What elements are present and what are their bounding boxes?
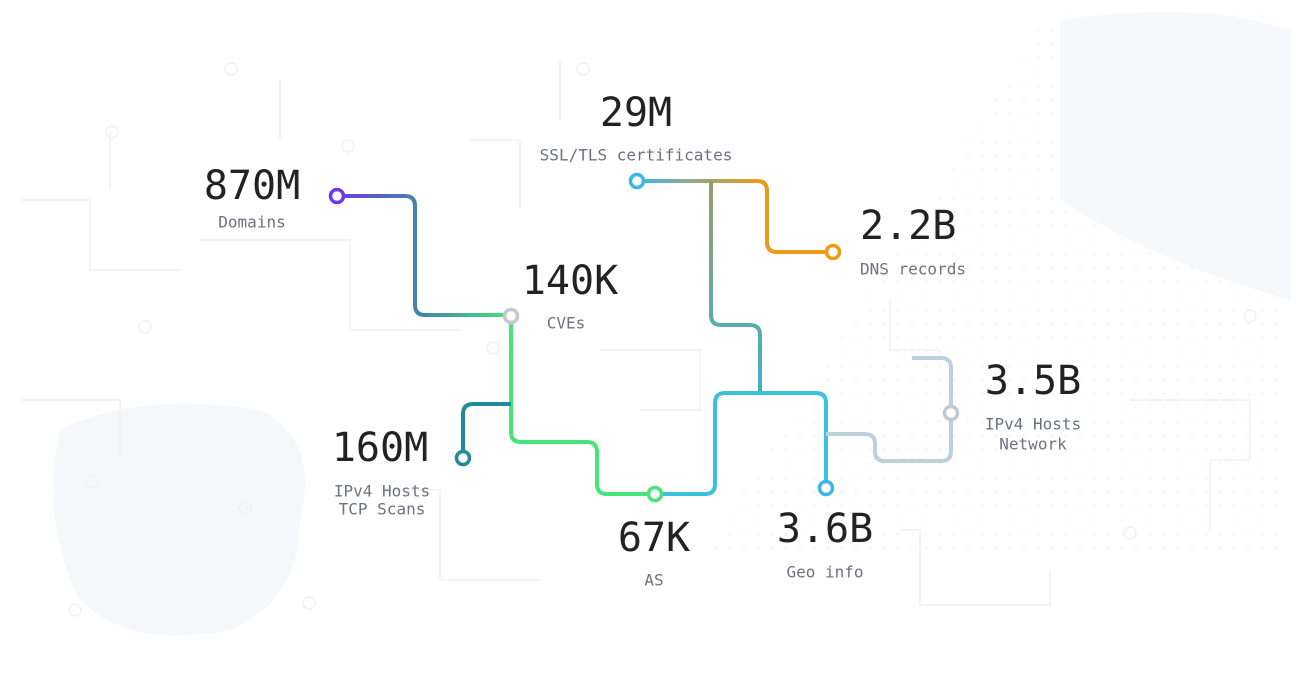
node-dot (824, 243, 842, 261)
node-label: IPv4 Hosts (334, 482, 430, 501)
node-label: AS (644, 571, 663, 590)
node-dot (328, 187, 346, 205)
node-value: 870M (204, 163, 300, 209)
node-value: 140K (522, 258, 618, 304)
node-value: 29M (600, 90, 672, 136)
node-dot (942, 404, 960, 422)
node-label: Geo info (786, 563, 863, 582)
node-label: CVEs (547, 314, 586, 333)
node-label: DNS records (860, 260, 966, 279)
node-dot (628, 172, 646, 190)
node-value: 3.5B (985, 358, 1081, 404)
node-value: 3.6B (777, 506, 873, 552)
labels: 870M Domains 29M SSL/TLS certificates 2.… (204, 90, 1081, 590)
node-label: SSL/TLS certificates (540, 146, 733, 165)
node-value: 67K (618, 515, 690, 561)
node-label: IPv4 Hosts (985, 415, 1081, 434)
node-value: 160M (332, 425, 428, 471)
connections (328, 172, 960, 503)
node-value: 2.2B (860, 203, 956, 249)
node-label: TCP Scans (339, 500, 426, 519)
node-label: Domains (218, 213, 285, 232)
background (20, 10, 1290, 636)
node-label: Network (999, 435, 1067, 454)
node-dot (502, 307, 520, 325)
node-dot (817, 479, 835, 497)
node-dot (454, 449, 472, 467)
node-dot (646, 485, 664, 503)
